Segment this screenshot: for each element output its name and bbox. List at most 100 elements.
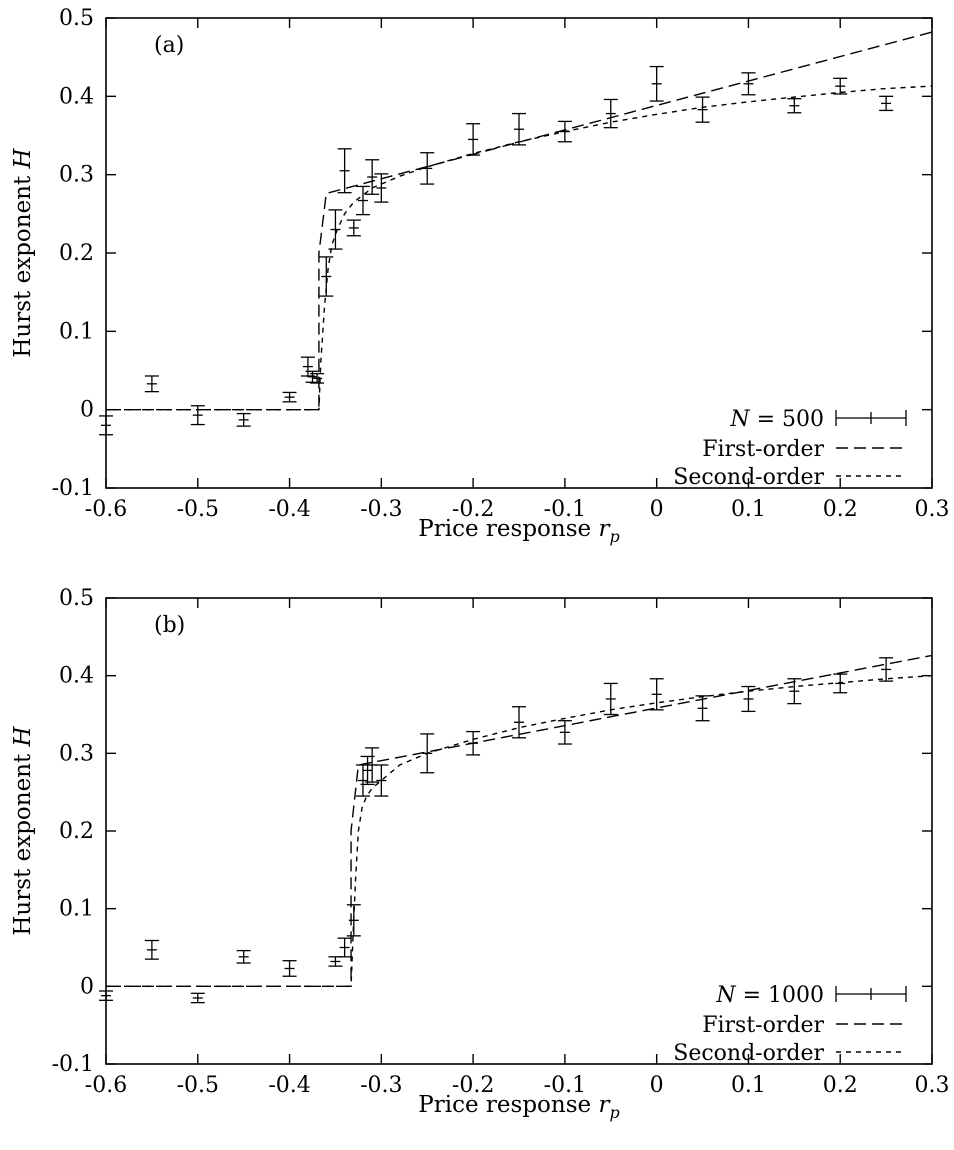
y-tick-label: 0.5 (59, 586, 94, 611)
first-order-curve (106, 654, 933, 988)
x-tick-label: -0.1 (544, 497, 586, 522)
data-point (282, 391, 297, 403)
data-point (512, 112, 526, 146)
data-point (466, 123, 481, 156)
data-point (144, 375, 159, 393)
data-point (374, 764, 389, 797)
data-point (236, 949, 251, 964)
y-axis-label: Hurst exponent H (10, 147, 36, 357)
x-tick-label: 0.3 (915, 497, 950, 522)
y-tick-label: -0.1 (52, 476, 94, 501)
y-tick-label: -0.1 (52, 1052, 94, 1077)
data-point (741, 72, 756, 96)
x-tick-label: -0.2 (452, 1073, 494, 1098)
series-n500 (99, 65, 894, 436)
legend-label: N = 1000 (715, 983, 824, 1008)
data-point (787, 98, 802, 114)
data-point (328, 956, 343, 967)
data-point (346, 219, 361, 237)
x-tick-label: -0.5 (177, 497, 219, 522)
data-point (236, 412, 251, 427)
data-point (695, 695, 710, 722)
data-point (365, 159, 380, 195)
data-point (190, 992, 205, 1004)
data-point (833, 673, 848, 694)
data-point (420, 152, 435, 185)
data-point (337, 937, 352, 958)
data-point (649, 65, 664, 102)
y-tick-label: 0.2 (59, 241, 94, 266)
x-axis-label: Price response rp (418, 1092, 619, 1122)
legend-label: First-order (702, 437, 824, 462)
x-tick-label: 0 (650, 497, 664, 522)
x-tick-label: -0.4 (268, 497, 310, 522)
data-point (99, 415, 113, 436)
data-point (787, 678, 802, 705)
data-point (328, 209, 343, 250)
y-tick-label: 0.2 (59, 819, 94, 844)
legend: N = 500 First-order Second-order (673, 407, 907, 490)
data-point (879, 657, 894, 682)
data-point (833, 77, 848, 95)
x-tick-label: 0.2 (823, 497, 858, 522)
data-point (741, 685, 756, 713)
y-axis-label: Hurst exponent H (10, 725, 36, 935)
x-tick-label: -0.3 (360, 497, 402, 522)
first-order-curve (106, 31, 933, 411)
legend-item: N = 500 (729, 407, 907, 432)
x-tick-label: -0.6 (85, 1073, 127, 1098)
x-tick-label: 0 (650, 1073, 664, 1098)
y-tick-label: 0 (80, 974, 94, 999)
x-tick-label: -0.1 (544, 1073, 586, 1098)
legend-label: Second-order (673, 465, 824, 490)
data-point (649, 678, 664, 711)
y-tick-label: 0.1 (59, 897, 94, 922)
data-point (365, 747, 380, 783)
x-tick-label: -0.3 (360, 1073, 402, 1098)
data-point (695, 96, 710, 123)
series-n1000 (99, 657, 894, 1004)
x-tick-label: 0.2 (823, 1073, 858, 1098)
y-tick-label: 0.4 (59, 664, 94, 689)
legend-item: First-order (702, 437, 906, 462)
data-point (282, 960, 297, 977)
x-tick-label: -0.4 (268, 1073, 310, 1098)
data-point (557, 720, 572, 745)
x-tick-label: 0.1 (731, 497, 766, 522)
data-point (99, 990, 113, 1001)
legend-label: N = 500 (729, 407, 824, 432)
second-order-curve (106, 674, 933, 988)
chart-panel-b: -0.6 -0.5 -0.4 -0.3 -0.2 -0.1 0 0.1 0.2 0.3 -0.1 0 0… (10, 586, 950, 1122)
x-axis-label: Price response rp (418, 516, 619, 546)
data-point (512, 706, 526, 739)
x-tick-label: 0.1 (731, 1073, 766, 1098)
legend-item: N = 1000 (715, 983, 907, 1008)
y-tick-label: 0.5 (59, 6, 94, 31)
legend-label: First-order (702, 1013, 824, 1038)
x-tick-label: -0.2 (452, 497, 494, 522)
data-point (190, 405, 205, 426)
data-point (337, 148, 352, 194)
chart-panel-a: -0.6 -0.5 -0.4 -0.3 -0.2 -0.1 0 0.1 0.2 0.3 -0.1 0 0… (10, 6, 950, 546)
x-tick-label: -0.5 (177, 1073, 219, 1098)
data-point (144, 939, 159, 960)
legend-item: Second-order (673, 1041, 906, 1066)
panel-label: (a) (154, 33, 184, 58)
second-order-curve (106, 85, 933, 411)
y-tick-label: 0.3 (59, 741, 94, 766)
legend-item: Second-order (673, 465, 906, 490)
y-tick-label: 0.1 (59, 319, 94, 344)
y-tick-label: 0 (80, 398, 94, 423)
data-point (879, 95, 894, 112)
data-point (355, 185, 370, 216)
legend: N = 1000 First-order Second-order (673, 983, 907, 1066)
panel-label: (b) (154, 613, 185, 638)
legend-label: Second-order (673, 1041, 824, 1066)
y-tick-label: 0.4 (59, 84, 94, 109)
data-point (310, 372, 325, 384)
x-tick-label: 0.3 (915, 1073, 950, 1098)
data-point (603, 98, 618, 129)
y-tick-label: 0.3 (59, 163, 94, 188)
x-tick-label: -0.6 (85, 497, 127, 522)
